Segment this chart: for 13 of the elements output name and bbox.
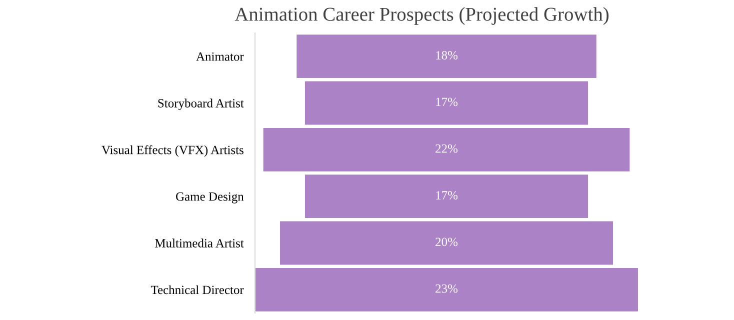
category-label: Multimedia Artist — [155, 238, 244, 248]
text: Animation Career Prospects (Projected Growth) — [234, 7, 609, 25]
category-label: Storyboard Artist — [158, 98, 244, 110]
data-label: 18% — [436, 51, 458, 60]
category-label: Visual Effects (VFX) Artists — [102, 145, 244, 157]
data-label: 23% — [436, 284, 458, 293]
category-label: Game Design — [176, 192, 244, 204]
category-label: Animator — [196, 52, 244, 61]
category-label: Technical Director — [150, 285, 244, 294]
data-label: 22% — [436, 144, 458, 153]
data-label: 17% — [436, 98, 458, 106]
data-label: 20% — [436, 238, 458, 246]
data-label: 17% — [436, 191, 458, 200]
